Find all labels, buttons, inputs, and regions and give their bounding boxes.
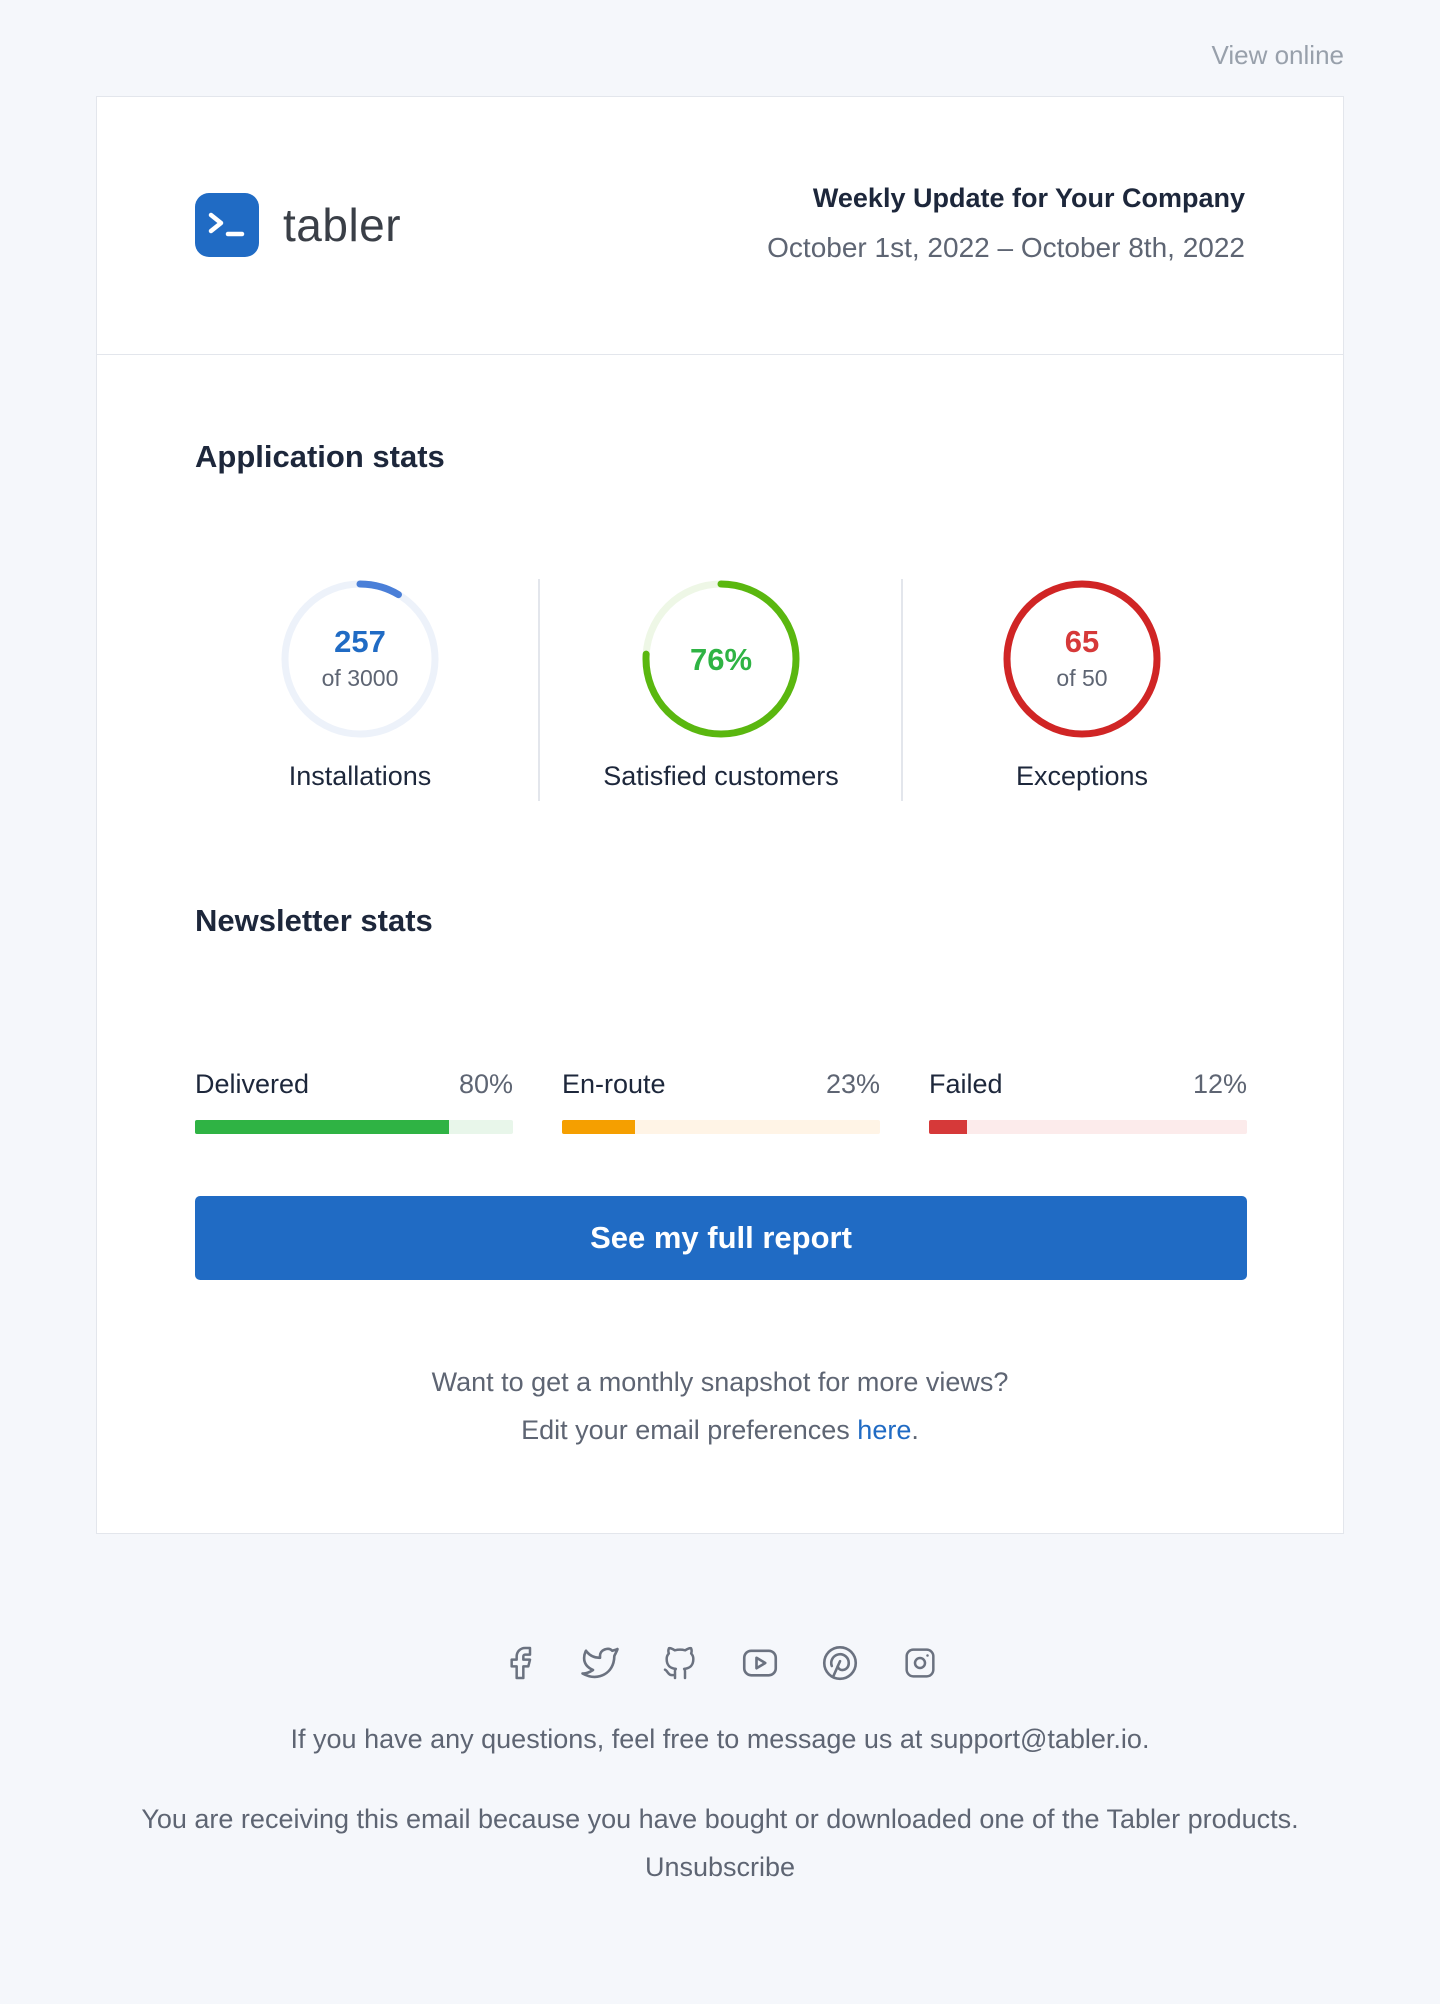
stat-satisfied-customers: 76% Satisfied customers [556, 579, 886, 801]
failed-stat: Failed 12% [929, 1069, 1247, 1134]
brand-name: tabler [283, 199, 402, 251]
social-links [0, 1640, 1440, 1686]
instagram-icon[interactable] [897, 1640, 943, 1686]
en-route-progress-bar [562, 1120, 880, 1134]
delivered-stat: Delivered 80% [195, 1069, 513, 1134]
installations-sub: of 3000 [321, 665, 399, 691]
exceptions-label: Exceptions [1015, 761, 1149, 791]
terminal-icon [195, 193, 259, 257]
application-stats-title: Application stats [195, 439, 445, 474]
installations-ring [281, 580, 439, 738]
exceptions-ring [1003, 580, 1161, 738]
youtube-icon[interactable] [737, 1640, 783, 1686]
header-title: Weekly Update for Your Company [812, 183, 1245, 213]
snapshot-note: Want to get a monthly snapshot for more … [431, 1367, 1009, 1397]
en-route-stat: En-route 23% [562, 1069, 880, 1134]
stat-installations: 257 of 3000 Installations [195, 579, 525, 801]
delivered-label: Delivered [195, 1069, 310, 1099]
failed-label: Failed [929, 1069, 1003, 1099]
github-icon[interactable] [657, 1640, 703, 1686]
stat-exceptions: 65 of 50 Exceptions [917, 579, 1247, 801]
email-card: tabler Weekly Update for Your Company Oc… [96, 96, 1344, 1534]
facebook-icon[interactable] [497, 1640, 543, 1686]
tabler-logo[interactable]: tabler [195, 193, 401, 257]
email-header: tabler Weekly Update for Your Company Oc… [97, 97, 1343, 355]
twitter-icon[interactable] [577, 1640, 623, 1686]
preferences-note: Edit your email preferences here. [97, 1415, 1343, 1446]
unsubscribe-link[interactable]: Unsubscribe [644, 1852, 796, 1882]
satisfaction-value: 76% [689, 642, 753, 677]
preferences-period: . [911, 1415, 919, 1445]
preferences-link[interactable]: here [857, 1415, 912, 1445]
header-date-range: October 1st, 2022 – October 8th, 2022 [767, 232, 1245, 263]
preferences-text: Edit your email preferences [521, 1415, 858, 1445]
delivered-progress-fill [195, 1120, 450, 1134]
en-route-percent: 23% [825, 1069, 880, 1099]
view-online-link[interactable]: View online [1211, 40, 1344, 70]
exceptions-sub: of 50 [1056, 665, 1108, 691]
satisfaction-ring [642, 580, 800, 738]
installations-value: 257 [334, 624, 386, 659]
exceptions-value: 65 [1064, 624, 1100, 659]
failed-progress-bar [929, 1120, 1247, 1134]
en-route-label: En-route [562, 1069, 666, 1099]
footer-contact: If you have any questions, feel free to … [290, 1724, 1150, 1754]
delivered-progress-bar [195, 1120, 513, 1134]
en-route-progress-fill [562, 1120, 636, 1134]
application-stats: 257 of 3000 Installations 76% Satisfied … [195, 579, 1247, 801]
stats-divider [538, 579, 540, 801]
full-report-button[interactable]: See my full report [195, 1196, 1247, 1280]
newsletter-stats-title: Newsletter stats [195, 903, 433, 938]
satisfaction-label: Satisfied customers [603, 761, 839, 791]
failed-progress-fill [929, 1120, 968, 1134]
installations-label: Installations [288, 761, 432, 791]
footer-reason: You are receiving this email because you… [141, 1804, 1299, 1834]
header-info: Weekly Update for Your Company October 1… [767, 183, 1245, 264]
stats-divider [901, 579, 903, 801]
failed-percent: 12% [1192, 1069, 1247, 1099]
delivered-percent: 80% [458, 1069, 513, 1099]
pinterest-icon[interactable] [817, 1640, 863, 1686]
